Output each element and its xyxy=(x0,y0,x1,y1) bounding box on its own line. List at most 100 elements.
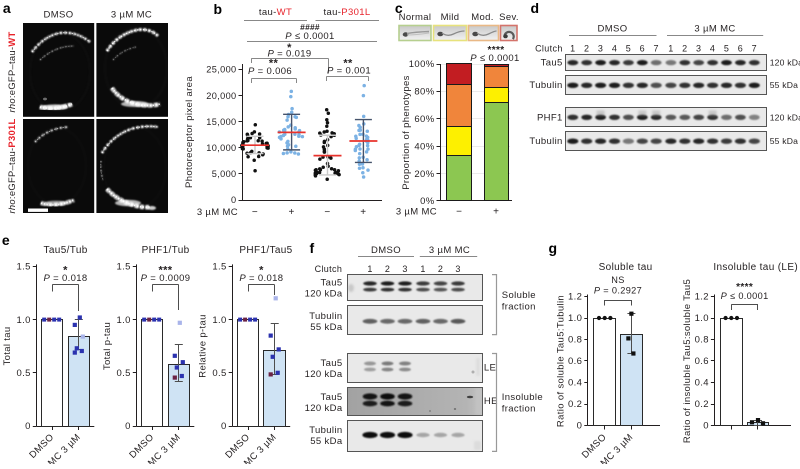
svg-text:1.0: 1.0 xyxy=(17,315,31,326)
svg-text:3 µM MC: 3 µM MC xyxy=(396,207,437,218)
svg-text:2: 2 xyxy=(438,264,443,274)
svg-text:Insoluble: Insoluble xyxy=(502,392,543,403)
svg-text:P = 0.018: P = 0.018 xyxy=(239,273,283,284)
svg-text:55 kDa: 55 kDa xyxy=(310,436,343,447)
svg-text:1.5: 1.5 xyxy=(17,262,31,273)
svg-text:−: − xyxy=(252,207,258,218)
svg-text:Normal: Normal xyxy=(399,12,432,23)
svg-text:1.2: 1.2 xyxy=(568,292,582,303)
svg-text:0: 0 xyxy=(25,421,31,432)
svg-text:**: ** xyxy=(343,58,353,70)
svg-text:3 µM MC: 3 µM MC xyxy=(111,10,152,21)
svg-text:P = 0.019: P = 0.019 xyxy=(267,49,311,60)
svg-text:2: 2 xyxy=(385,264,390,274)
svg-text:Proportion of phenotypes: Proportion of phenotypes xyxy=(401,75,412,190)
svg-text:DMSO: DMSO xyxy=(44,10,74,21)
svg-text:PHF1/Tub: PHF1/Tub xyxy=(142,245,190,256)
svg-text:****: **** xyxy=(736,282,753,293)
svg-text:15,000: 15,000 xyxy=(206,117,236,127)
svg-text:+: + xyxy=(360,207,366,218)
svg-text:100%: 100% xyxy=(409,59,435,70)
svg-text:LE: LE xyxy=(484,363,496,374)
svg-text:Soluble tau: Soluble tau xyxy=(599,262,653,273)
svg-text:7: 7 xyxy=(654,44,659,54)
svg-text:3 µM MC: 3 µM MC xyxy=(197,207,238,218)
svg-text:5,000: 5,000 xyxy=(212,169,237,179)
svg-text:0.4: 0.4 xyxy=(568,378,582,389)
svg-text:Tau5: Tau5 xyxy=(320,392,342,403)
svg-text:0: 0 xyxy=(703,421,709,432)
svg-text:55 kDa: 55 kDa xyxy=(770,80,798,90)
svg-text:55 kDa: 55 kDa xyxy=(310,322,343,333)
svg-text:1.5: 1.5 xyxy=(117,262,131,273)
svg-text:0: 0 xyxy=(577,421,583,432)
svg-text:55 kDa: 55 kDa xyxy=(770,136,798,146)
svg-text:4: 4 xyxy=(710,44,715,54)
svg-text:f: f xyxy=(309,240,314,256)
svg-text:Soluble: Soluble xyxy=(502,290,536,301)
svg-text:a: a xyxy=(3,0,11,16)
svg-text:Tubulin: Tubulin xyxy=(309,425,342,436)
svg-text:1.0: 1.0 xyxy=(212,315,226,326)
svg-text:1: 1 xyxy=(570,44,575,54)
svg-text:P = 0.2927: P = 0.2927 xyxy=(594,286,642,296)
svg-text:1.0: 1.0 xyxy=(117,315,131,326)
svg-text:Photoreceptor pixel area: Photoreceptor pixel area xyxy=(184,76,195,188)
svg-text:0.8: 0.8 xyxy=(695,335,709,346)
svg-text:Tau5: Tau5 xyxy=(541,58,563,69)
svg-text:120 kDa: 120 kDa xyxy=(770,112,800,122)
svg-text:*: * xyxy=(259,265,264,277)
svg-text:rho:eGFP–tau-WT: rho:eGFP–tau-WT xyxy=(6,31,17,112)
svg-text:3: 3 xyxy=(455,264,460,274)
svg-text:P ≤ 0.0001: P ≤ 0.0001 xyxy=(285,31,334,42)
svg-text:P ≤ 0.0001: P ≤ 0.0001 xyxy=(470,53,519,64)
svg-text:Relative p-tau: Relative p-tau xyxy=(198,314,209,378)
svg-text:DMSO: DMSO xyxy=(371,245,401,256)
svg-text:Tubulin: Tubulin xyxy=(529,80,562,91)
svg-text:+: + xyxy=(493,207,499,218)
svg-text:0%: 0% xyxy=(420,196,435,207)
svg-text:0: 0 xyxy=(221,421,227,432)
svg-text:P = 0.018: P = 0.018 xyxy=(43,273,87,284)
svg-text:6: 6 xyxy=(738,44,743,54)
svg-text:P = 0.001: P = 0.001 xyxy=(327,66,371,77)
svg-text:Tubulin: Tubulin xyxy=(529,136,562,147)
svg-text:1.0: 1.0 xyxy=(568,313,582,324)
svg-text:120 kDa: 120 kDa xyxy=(305,403,343,414)
svg-text:P ≤ 0.0001: P ≤ 0.0001 xyxy=(721,291,769,301)
svg-text:4: 4 xyxy=(612,44,617,54)
svg-text:0: 0 xyxy=(125,421,131,432)
svg-text:1: 1 xyxy=(668,44,673,54)
svg-text:0.5: 0.5 xyxy=(17,368,31,379)
svg-text:fraction: fraction xyxy=(502,302,536,313)
svg-text:25,000: 25,000 xyxy=(206,65,236,75)
svg-text:Clutch: Clutch xyxy=(535,44,563,54)
svg-text:5: 5 xyxy=(626,44,631,54)
svg-text:0.4: 0.4 xyxy=(695,378,709,389)
svg-text:Tau5: Tau5 xyxy=(320,358,342,369)
svg-text:0.8: 0.8 xyxy=(568,335,582,346)
svg-text:0.5: 0.5 xyxy=(117,368,131,379)
svg-text:−: − xyxy=(324,207,330,218)
svg-text:20,000: 20,000 xyxy=(206,91,236,101)
svg-text:+: + xyxy=(288,207,294,218)
svg-text:Tubulin: Tubulin xyxy=(309,311,342,322)
svg-text:2: 2 xyxy=(584,44,589,54)
svg-text:HE: HE xyxy=(484,396,498,407)
svg-text:Clutch: Clutch xyxy=(315,264,343,274)
svg-text:P = 0.0009: P = 0.0009 xyxy=(141,273,191,284)
svg-text:b: b xyxy=(214,1,223,17)
svg-text:1.5: 1.5 xyxy=(212,262,226,273)
svg-text:rho:eGFP–tau-P301L: rho:eGFP–tau-P301L xyxy=(6,118,17,213)
svg-text:3 µM MC: 3 µM MC xyxy=(694,24,735,35)
svg-text:PHF1: PHF1 xyxy=(537,112,563,123)
svg-text:Tau5/Tub: Tau5/Tub xyxy=(44,245,88,256)
svg-text:Mild: Mild xyxy=(441,12,460,23)
svg-text:Total p-tau: Total p-tau xyxy=(102,322,113,370)
svg-text:0: 0 xyxy=(231,195,236,205)
svg-text:120 kDa: 120 kDa xyxy=(770,58,800,68)
svg-text:****: **** xyxy=(488,45,505,56)
svg-text:PHF1/Tau5: PHF1/Tau5 xyxy=(239,245,292,256)
svg-text:5: 5 xyxy=(724,44,729,54)
svg-text:tau-WT: tau-WT xyxy=(259,7,292,18)
